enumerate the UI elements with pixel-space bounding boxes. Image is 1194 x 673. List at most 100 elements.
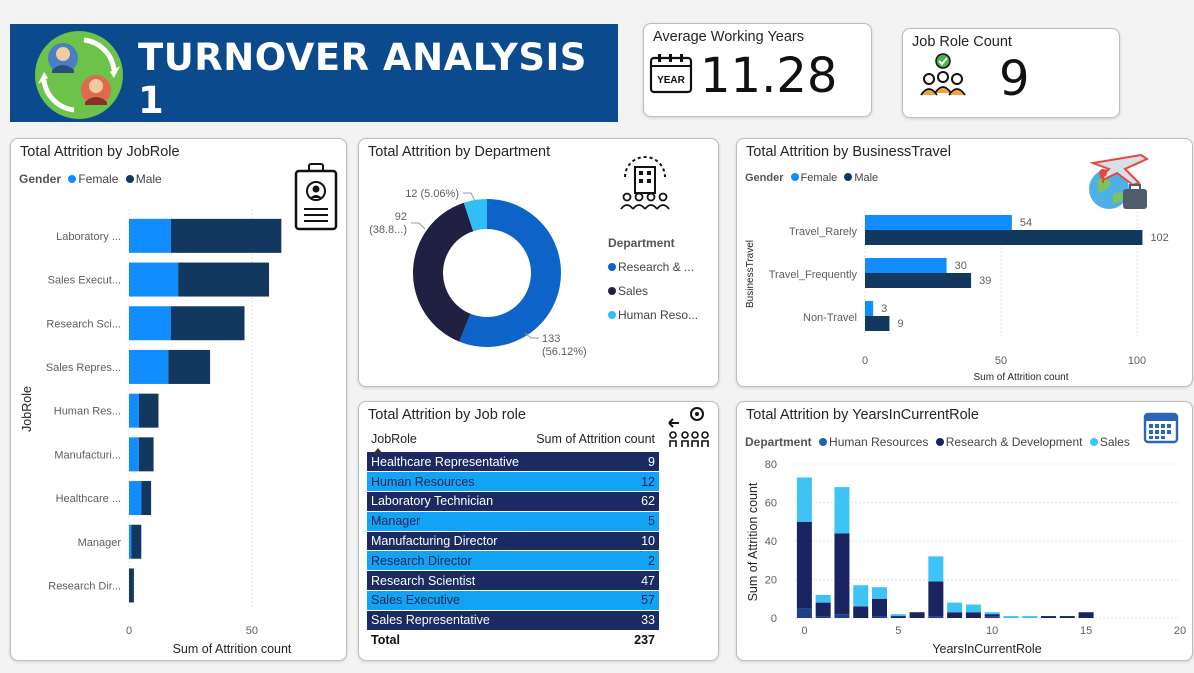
title-banner: TURNOVER ANALYSIS 1: [10, 24, 618, 122]
table-header-attrition[interactable]: Sum of Attrition count: [536, 432, 655, 446]
table-cell-attrition: 62: [528, 491, 659, 512]
travel-bar-female: [865, 215, 1012, 230]
travel-y-tick: Travel_Frequently: [769, 269, 858, 281]
table-cell-attrition: 5: [528, 511, 659, 532]
legend-dot-male: [125, 174, 134, 183]
years-y-tick: 0: [771, 613, 777, 625]
jobrole-y-tick: Research Sci...: [46, 318, 121, 330]
department-legend-item-hr[interactable]: Human Reso...: [608, 303, 698, 327]
legend-dot-female-travel: [790, 173, 799, 182]
travel-bar-chart: 0 50 100 Travel_Rarely 54 102 Travel_Frequentl…: [745, 211, 1169, 383]
jobrole-y-tick: Sales Execut...: [48, 275, 121, 287]
travel-x-tick: 50: [995, 355, 1007, 367]
table-row[interactable]: Manufacturing Director 10: [367, 531, 659, 552]
table-row[interactable]: Sales Representative 33: [367, 610, 659, 631]
jobrole-bar-female: [129, 218, 171, 253]
jobrole-bar-female: [129, 262, 179, 297]
legend-dot-sales-years: [1089, 437, 1098, 446]
department-slice-2: [463, 199, 487, 232]
department-chart-card[interactable]: Total Attrition by Department 133 (56.12%…: [358, 138, 719, 387]
years-y-tick: 80: [765, 459, 777, 471]
years-bar-segment: [890, 616, 906, 618]
table-row[interactable]: Research Director 2: [367, 550, 659, 572]
jobrole-bar-female: [129, 393, 139, 428]
table-header-jobrole[interactable]: JobRole: [371, 432, 417, 446]
years-bar-segment: [796, 608, 812, 618]
years-bar-segment: [984, 616, 1000, 618]
years-bar-segment: [890, 614, 906, 617]
table-row[interactable]: Laboratory Technician 62: [367, 491, 659, 512]
department-legend-item-research[interactable]: Research & ...: [608, 255, 698, 279]
building-people-icon: [620, 156, 670, 210]
travel-chart-card[interactable]: Total Attrition by BusinessTravel Gender…: [736, 138, 1193, 387]
travel-data-label: 39: [979, 275, 991, 287]
jobrole-bar-male: [178, 262, 270, 297]
table-cell-attrition: 47: [528, 570, 659, 592]
travel-x-axis-label: Sum of Attrition count: [973, 372, 1068, 383]
years-bar-segment: [815, 616, 831, 618]
jobrole-legend-title: Gender: [19, 172, 62, 186]
department-leader-line-research: [524, 332, 539, 339]
legend-dot-hr-years: [819, 437, 828, 446]
legend-dot-research: [608, 262, 616, 271]
table-row[interactable]: Healthcare Representative 9: [367, 452, 659, 473]
jobrole-x-tick: 50: [246, 625, 258, 637]
department-data-label-hr: 12 (5.06%): [405, 188, 459, 200]
department-chart-title: Total Attrition by Department: [368, 144, 551, 160]
years-bar-segment: [1003, 616, 1019, 618]
kpi-job-role-count[interactable]: Job Role Count 9: [902, 28, 1120, 118]
jobrole-x-tick: 0: [126, 625, 132, 637]
years-y-tick: 20: [765, 575, 777, 587]
years-y-tick: 40: [765, 536, 777, 548]
calendar-icon: [1143, 412, 1179, 444]
sort-ascending-icon[interactable]: [373, 448, 383, 454]
table-row[interactable]: Manager 5: [367, 511, 659, 532]
travel-globe-plane-icon: [1089, 153, 1150, 209]
department-legend-title: Department: [608, 236, 675, 250]
jobrole-y-tick: Manufacturi...: [54, 449, 121, 461]
years-chart-card[interactable]: Total Attrition by YearsInCurrentRole De…: [736, 401, 1193, 661]
years-bar-segment: [796, 521, 812, 609]
years-bar-segment: [834, 614, 850, 618]
years-bar-segment: [1059, 616, 1075, 618]
travel-chart-title: Total Attrition by BusinessTravel: [746, 144, 951, 160]
table-cell-jobrole: Human Resources: [367, 471, 529, 493]
travel-bar-male: [865, 230, 1143, 245]
jobrole-table: JobRole Sum of Attrition count Healthcar…: [367, 430, 659, 651]
table-cell-jobrole: Research Scientist: [367, 570, 529, 592]
table-cell-jobrole: Sales Executive: [367, 590, 529, 611]
table-row[interactable]: Human Resources 12: [367, 471, 659, 493]
jobrole-bar-female: [129, 481, 142, 516]
kpi-avg-working-years[interactable]: Average Working Years YEAR 11.28: [643, 23, 872, 117]
years-bar-segment: [1041, 616, 1057, 618]
travel-data-label: 30: [955, 260, 967, 272]
table-row[interactable]: Sales Executive 57: [367, 590, 659, 611]
team-settings-icon: [668, 407, 709, 447]
years-bar-segment: [947, 602, 963, 613]
jobrole-table-card[interactable]: Total Attrition by Job role JobRole Sum …: [358, 401, 719, 661]
jobrole-legend: Gender Female Male: [19, 172, 162, 186]
years-x-tick: 5: [895, 625, 901, 637]
department-donut-chart: 133 (56.12%) 92 (38.8...) 12 (5.06%): [369, 188, 587, 358]
years-bar-segment: [965, 604, 981, 613]
travel-legend-male: Male: [854, 172, 879, 184]
table-row[interactable]: Research Scientist 47: [367, 570, 659, 592]
department-legend-item-sales[interactable]: Sales: [608, 279, 698, 303]
years-bar-segment: [872, 587, 888, 599]
department-slice-0: [459, 199, 561, 347]
years-bar-segment: [834, 487, 850, 534]
years-bar-segment: [796, 477, 812, 522]
jobrole-bar-male: [168, 349, 211, 384]
table-cell-attrition: 57: [528, 590, 659, 611]
department-legend-research-label: Research & ...: [618, 260, 695, 274]
travel-data-label: 3: [881, 303, 887, 315]
department-leader-line-hr: [463, 192, 476, 202]
jobrole-y-tick: Human Res...: [54, 406, 121, 418]
jobrole-chart-card[interactable]: Total Attrition by JobRole Gender Female…: [10, 138, 347, 661]
travel-x-tick: 100: [1128, 355, 1146, 367]
table-cell-attrition: 33: [528, 610, 659, 631]
table-cell-jobrole: Manufacturing Director: [367, 531, 529, 552]
jobrole-bar-male: [170, 306, 245, 341]
jobrole-bar-female: [129, 437, 139, 472]
